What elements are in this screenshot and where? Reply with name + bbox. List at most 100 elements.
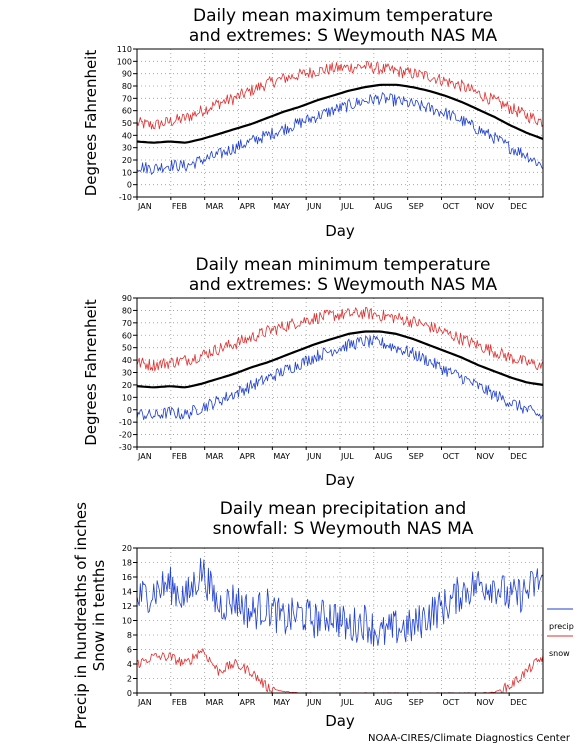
precip-legend: precip snow	[547, 608, 574, 658]
chart-title-line: and extremes: S Weymouth NAS MA	[189, 26, 498, 46]
x-tick-label: JAN	[137, 452, 152, 461]
x-tick-label: AUG	[375, 202, 393, 211]
x-tick-label: MAY	[273, 698, 290, 707]
source-credit: NOAA-CIRES/Climate Diagnostics Center	[368, 733, 571, 744]
x-tick-label: JAN	[137, 202, 152, 211]
y-tick-label: 4	[127, 660, 132, 669]
y-tick-label: 20	[122, 156, 132, 165]
y-tick-label: 110	[117, 45, 132, 54]
y-tick-label: 60	[122, 107, 132, 116]
y-tick-label: 60	[122, 331, 132, 340]
y-tick-label: 90	[122, 294, 132, 303]
legend-label-snow: snow	[549, 649, 570, 658]
chart-title-line: Daily mean maximum temperature	[193, 6, 493, 26]
series-extreme-line	[136, 335, 544, 421]
x-tick-label: JAN	[137, 698, 152, 707]
y-tick-label: 0	[127, 689, 132, 698]
y-tick-label: -10	[119, 193, 132, 202]
y-tick-label: 30	[122, 369, 132, 378]
x-tick-label: FEB	[172, 452, 187, 461]
x-tick-label: SEP	[409, 452, 424, 461]
x-tick-label: NOV	[476, 698, 494, 707]
y-tick-label: 0	[127, 181, 132, 190]
y-tick-label: 10	[122, 393, 132, 402]
y-axis-label: Degrees Fahrenheit	[82, 50, 100, 197]
x-tick-label: MAR	[206, 202, 224, 211]
x-tick-label: OCT	[443, 452, 460, 461]
x-tick-label: JUN	[306, 452, 321, 461]
y-tick-label: 90	[122, 70, 132, 79]
series-extreme-line	[136, 92, 544, 175]
y-tick-label: -20	[119, 431, 132, 440]
x-tick-label: SEP	[409, 698, 424, 707]
x-tick-label: NOV	[476, 202, 494, 211]
y-axis-label: Precip in hundreaths of inches	[72, 502, 90, 729]
x-tick-label: JUN	[306, 698, 321, 707]
x-tick-label: APR	[240, 698, 256, 707]
y-axis-label: Degrees Fahrenheit	[82, 299, 100, 446]
x-tick-label: JUN	[306, 202, 321, 211]
series-snow	[136, 648, 544, 694]
y-tick-label: 80	[122, 306, 132, 315]
x-tick-label: AUG	[375, 452, 393, 461]
y-tick-label: 50	[122, 119, 132, 128]
x-tick-label: MAY	[273, 202, 290, 211]
x-tick-label: DEC	[510, 452, 527, 461]
chart-title-line: snowfall: S Weymouth NAS MA	[213, 519, 474, 539]
series-mean-line	[136, 330, 544, 389]
y-tick-label: 10	[122, 168, 132, 177]
y-tick-label: -10	[119, 418, 132, 427]
series-extreme-line	[136, 306, 544, 372]
series-mean-line	[136, 83, 544, 144]
x-axis-label: Day	[325, 222, 355, 240]
x-tick-label: JUL	[340, 452, 354, 461]
y-tick-label: 70	[122, 94, 132, 103]
x-tick-label: MAR	[206, 452, 224, 461]
plot-frame	[136, 547, 544, 694]
series-extreme-line	[136, 60, 544, 130]
x-tick-label: NOV	[476, 452, 494, 461]
y-tick-label: 40	[122, 131, 132, 140]
x-tick-label: DEC	[510, 698, 527, 707]
y-tick-label: 14	[122, 588, 132, 597]
x-tick-label: APR	[240, 202, 256, 211]
x-tick-label: OCT	[443, 698, 460, 707]
y-tick-label: 0	[127, 406, 132, 415]
y-tick-label: 20	[122, 544, 132, 553]
y-tick-label: 18	[122, 559, 132, 568]
legend-label-precip: precip	[549, 622, 574, 631]
chart-title-line: Daily mean minimum temperature	[196, 255, 491, 275]
y-tick-label: 70	[122, 319, 132, 328]
x-tick-label: JUL	[340, 698, 354, 707]
plot-frame	[136, 48, 544, 198]
x-tick-label: FEB	[172, 202, 187, 211]
x-tick-label: JUL	[340, 202, 354, 211]
x-axis-label: Day	[325, 712, 355, 730]
y-tick-label: 20	[122, 381, 132, 390]
chart-title-line: Daily mean precipitation and	[220, 499, 467, 519]
x-tick-label: SEP	[409, 202, 424, 211]
x-tick-label: MAR	[206, 698, 224, 707]
y-tick-label: 100	[117, 57, 132, 66]
y-tick-label: 16	[122, 573, 132, 582]
y-tick-label: 10	[122, 617, 132, 626]
y-tick-label: 8	[127, 631, 132, 640]
x-tick-label: DEC	[510, 202, 527, 211]
y-axis-label: Snow in tenths	[90, 560, 108, 672]
x-tick-label: APR	[240, 452, 256, 461]
y-tick-label: 12	[122, 602, 132, 611]
y-tick-label: -30	[119, 443, 132, 452]
x-tick-label: OCT	[443, 202, 460, 211]
x-tick-label: FEB	[172, 698, 187, 707]
x-axis-label: Day	[325, 471, 355, 489]
y-tick-label: 2	[127, 675, 132, 684]
chart-title-line: and extremes: S Weymouth NAS MA	[189, 275, 498, 295]
x-tick-label: MAY	[273, 452, 290, 461]
x-tick-label: AUG	[375, 698, 393, 707]
y-tick-label: 40	[122, 356, 132, 365]
y-tick-label: 50	[122, 344, 132, 353]
